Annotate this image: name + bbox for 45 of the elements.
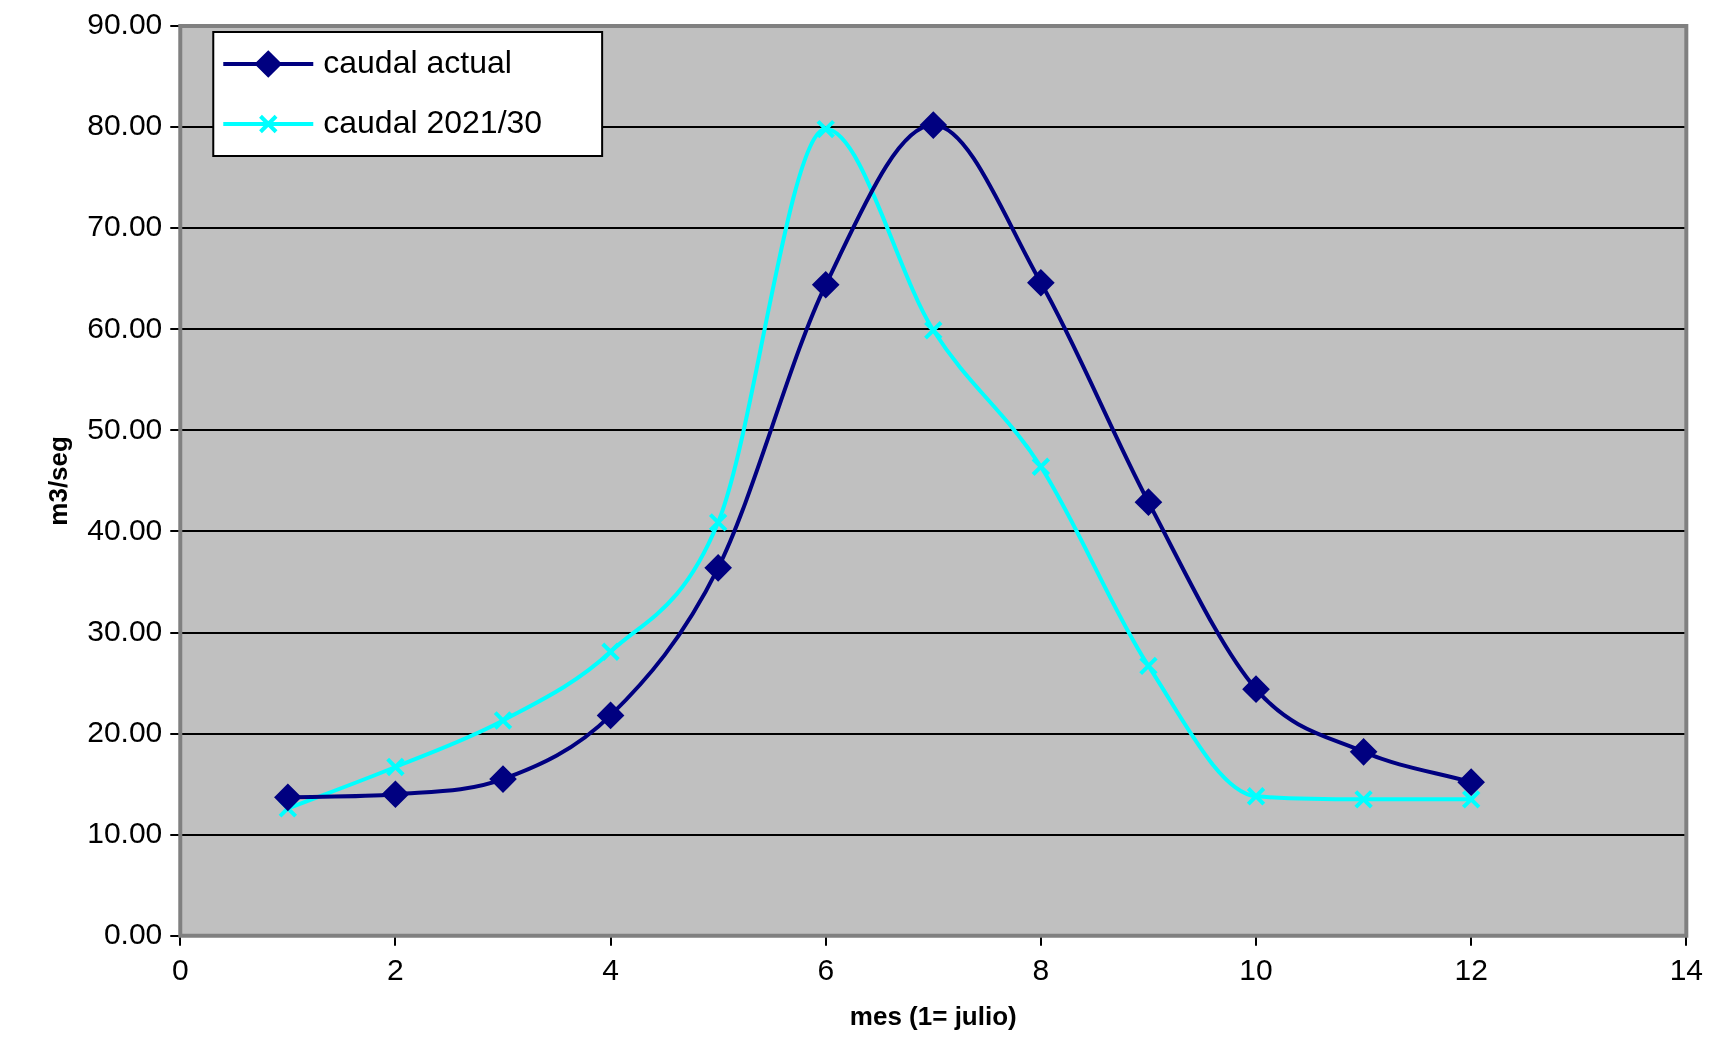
- y-tick-label: 70.00: [87, 209, 163, 243]
- y-tick-label: 90.00: [87, 7, 163, 41]
- y-tick-label: 60.00: [87, 310, 163, 344]
- x-tick-label: 12: [1454, 953, 1488, 987]
- point: [1135, 489, 1162, 516]
- point: [1246, 786, 1266, 807]
- point: [812, 271, 839, 298]
- x-axis-title: mes (1= julio): [849, 1000, 1017, 1031]
- point: [923, 320, 944, 341]
- y-tick-label: 80.00: [87, 108, 163, 142]
- legend-label: caudal 2021/30: [323, 103, 543, 140]
- x-tick-label: 0: [171, 953, 189, 987]
- x-tick-label: 4: [602, 953, 619, 987]
- point: [1031, 456, 1051, 477]
- x-tick-label: 8: [1032, 953, 1050, 987]
- point: [705, 554, 732, 581]
- point: [385, 757, 406, 777]
- point: [382, 781, 409, 808]
- y-tick-label: 30.00: [87, 613, 163, 647]
- point: [708, 512, 728, 533]
- y-tick-label: 20.00: [87, 714, 163, 748]
- point: [1461, 789, 1481, 810]
- x-tick-label: 10: [1239, 953, 1273, 987]
- point: [274, 784, 301, 811]
- point: [1027, 269, 1054, 296]
- y-axis-title: m3/seg: [42, 436, 73, 526]
- x-tick-label: 6: [817, 953, 835, 987]
- point: [1243, 676, 1270, 703]
- x-tick-label: 14: [1669, 953, 1703, 987]
- point: [597, 702, 624, 729]
- y-tick-label: 40.00: [87, 512, 163, 546]
- point: [600, 641, 621, 662]
- point: [1350, 738, 1377, 765]
- point: [1138, 656, 1159, 676]
- y-tick-label: 10.00: [87, 815, 163, 849]
- point: [815, 119, 836, 139]
- point: [1353, 789, 1374, 810]
- legend-label: caudal actual: [323, 43, 512, 80]
- y-tick-label: 50.00: [87, 411, 163, 445]
- point: [493, 710, 513, 731]
- point: [1458, 769, 1485, 796]
- point: [920, 112, 947, 139]
- x-tick-label: 2: [387, 953, 404, 987]
- y-tick-label: 0.00: [103, 917, 163, 951]
- point: [490, 766, 516, 793]
